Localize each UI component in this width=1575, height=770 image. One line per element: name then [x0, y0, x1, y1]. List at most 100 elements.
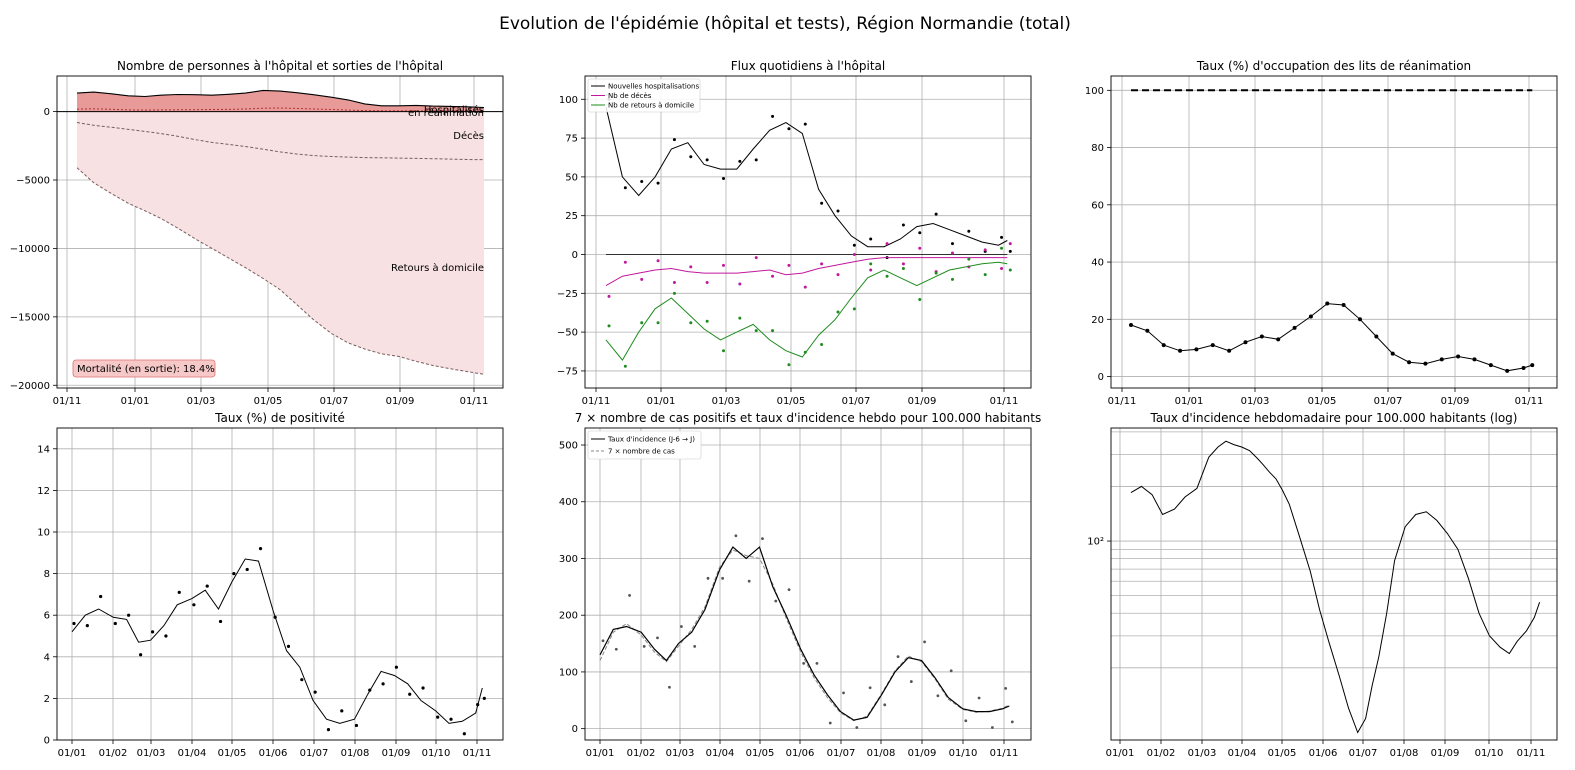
y-tick-label: 0 — [44, 736, 50, 747]
data-point — [1010, 720, 1014, 724]
axes-frame — [584, 427, 1032, 741]
data-point — [721, 176, 725, 180]
data-point — [640, 321, 644, 325]
data-point — [820, 343, 824, 347]
y-tick-label: 0 — [44, 107, 50, 118]
data-point — [340, 709, 344, 713]
icu-line — [76, 107, 484, 112]
data-point — [1423, 361, 1428, 366]
y-tick-label: 4 — [44, 652, 50, 663]
x-tick-label: 01/04 — [1228, 748, 1257, 759]
legend-label: 7 × nombre de cas — [608, 448, 675, 456]
x-tick-label: 01/07 — [300, 748, 329, 759]
x-tick-label: 01/03 — [137, 748, 166, 759]
data-point — [1505, 368, 1510, 373]
x-tick-label: 01/08 — [1390, 748, 1419, 759]
panel-title: Taux (%) d'occupation des lits de réanim… — [1196, 59, 1471, 73]
data-point — [802, 662, 806, 665]
data-point — [721, 263, 725, 267]
data-point — [151, 630, 155, 634]
data-point — [205, 584, 209, 588]
y-tick-label: 100 — [1085, 86, 1104, 97]
x-tick-label: 01/07 — [842, 396, 871, 407]
x-tick-label: 01/11 — [1108, 396, 1137, 407]
legend-label: Taux d'incidence (J-6 → J) — [607, 436, 695, 444]
data-point — [232, 572, 236, 576]
y-tick-label: −25 — [557, 289, 578, 300]
data-point — [449, 717, 453, 721]
data-point — [754, 158, 758, 162]
exits-area — [77, 111, 484, 375]
data-point — [1374, 334, 1379, 339]
data-point — [1488, 363, 1493, 368]
data-point — [803, 285, 807, 289]
data-point — [672, 291, 676, 295]
data-point — [820, 262, 824, 266]
cases-line — [599, 549, 1010, 722]
data-point — [896, 655, 900, 659]
x-tick-label: 01/09 — [386, 396, 415, 407]
y-tick-label: 300 — [559, 554, 578, 565]
data-point — [977, 696, 981, 700]
deaths-line — [76, 122, 485, 161]
x-tick-label: 01/03 — [1241, 396, 1270, 407]
y-tick-label: 0 — [572, 724, 578, 735]
x-tick-label: 01/03 — [712, 396, 741, 407]
positivity-line — [71, 558, 483, 724]
data-point — [1000, 266, 1004, 270]
data-point — [640, 180, 644, 184]
data-point — [967, 257, 971, 261]
x-tick-label: 01/07 — [827, 748, 856, 759]
data-point — [747, 579, 751, 583]
incidence-log-line — [1130, 440, 1541, 734]
data-point — [1227, 348, 1232, 353]
data-point — [623, 364, 627, 368]
y-tick-label: 10 — [37, 528, 50, 539]
data-point — [990, 726, 994, 729]
x-tick-label: 01/01 — [1175, 396, 1204, 407]
data-point — [934, 271, 938, 275]
x-tick-label: 01/10 — [1475, 748, 1504, 759]
data-point — [771, 114, 775, 118]
data-point — [885, 242, 889, 246]
data-point — [668, 685, 671, 689]
panel-incidence-log: 01/01 01/02 01/03 01/04 01/05 01/06 01/07 01/08… — [1087, 411, 1558, 759]
data-point — [85, 624, 89, 628]
y-tick-label: 2 — [44, 694, 50, 705]
data-point — [273, 615, 277, 619]
data-point — [286, 644, 291, 649]
y-tick-label: −20000 — [10, 381, 50, 392]
data-point — [918, 246, 922, 250]
data-point — [949, 669, 953, 673]
hospitalised-line — [76, 89, 485, 109]
data-point — [689, 321, 693, 325]
data-point — [1407, 360, 1412, 365]
data-point — [828, 721, 832, 725]
data-point — [680, 625, 683, 628]
data-point — [787, 363, 791, 367]
data-point — [607, 324, 611, 328]
data-point — [1194, 347, 1199, 352]
data-point — [852, 243, 856, 247]
data-point — [1129, 323, 1133, 328]
data-point — [868, 686, 872, 690]
x-tick-label: 01/10 — [422, 748, 451, 759]
data-point — [476, 703, 480, 707]
data-point — [1161, 343, 1166, 348]
data-point — [950, 277, 954, 281]
y-tick-label: 200 — [559, 611, 578, 622]
x-tick-label: 01/08 — [341, 748, 370, 759]
data-point — [901, 262, 905, 266]
legend-box — [587, 430, 702, 460]
y-tick-label: 40 — [1091, 258, 1104, 269]
data-point — [909, 680, 913, 683]
data-point — [1145, 328, 1150, 333]
y-tick-label: 14 — [37, 444, 50, 455]
figure-title: Evolution de l'épidémie (hôpital et test… — [499, 14, 1071, 34]
data-point — [983, 248, 987, 252]
x-tick-label: 01/07 — [320, 396, 349, 407]
data-point — [836, 209, 840, 213]
data-point — [774, 599, 778, 603]
x-tick-label: 01/01 — [647, 396, 676, 407]
data-point — [734, 534, 738, 538]
